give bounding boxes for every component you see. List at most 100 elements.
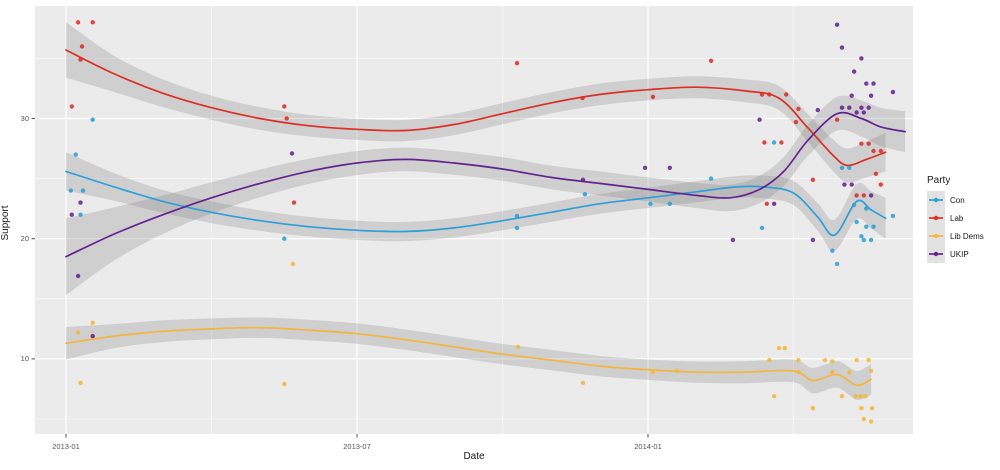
x-tick-label: 2013-01	[52, 442, 80, 451]
scatter-point	[868, 193, 874, 198]
scatter-point	[90, 333, 95, 339]
y-tick-label: 30	[20, 114, 29, 123]
scatter-point	[68, 188, 74, 193]
scatter-point	[771, 394, 777, 399]
scatter-point	[284, 116, 289, 121]
scatter-point	[866, 105, 871, 110]
legend-label-con: Con	[950, 195, 965, 205]
legend-label-lab: Lab	[950, 213, 964, 223]
scatter-point	[282, 236, 287, 241]
panel-background	[35, 6, 913, 434]
scatter-point	[854, 193, 859, 198]
scatter-point	[759, 225, 765, 231]
scatter-point	[868, 237, 874, 243]
points-con	[68, 117, 896, 267]
legend: Party Con Lab Lib Dems UKIP	[927, 175, 984, 263]
scatter-point	[851, 69, 857, 74]
scatter-point	[847, 369, 852, 375]
scatter-point	[839, 45, 845, 50]
scatter-point	[580, 380, 586, 386]
scatter-point	[834, 117, 840, 122]
confidence-ribbon-lab	[66, 22, 886, 183]
scatter-point	[648, 201, 653, 206]
scatter-point	[822, 357, 828, 363]
scatter-point	[782, 345, 787, 351]
scatter-point	[776, 345, 782, 351]
scatter-point	[810, 406, 816, 411]
scatter-point	[871, 148, 876, 154]
scatter-point	[796, 106, 801, 112]
legend-label-libdems: Lib Dems	[950, 231, 984, 241]
scatter-point	[847, 165, 852, 170]
scatter-point	[810, 177, 816, 182]
scatter-point	[868, 93, 874, 98]
scatter-point	[830, 248, 835, 253]
scatter-point	[767, 92, 772, 97]
scatter-point	[871, 81, 876, 86]
confidence-ribbon-libdems	[66, 317, 872, 400]
scatter-point	[784, 92, 789, 97]
scatter-point	[78, 57, 83, 62]
data-layer	[65, 20, 906, 424]
scatter-point	[708, 176, 714, 181]
scatter-point	[771, 201, 777, 206]
legend-key-ukip	[927, 245, 945, 263]
legend-item-lab: Lab	[927, 209, 984, 227]
scatter-point	[90, 20, 95, 25]
points-ukip	[69, 22, 896, 339]
scatter-point	[642, 165, 648, 170]
scatter-point	[859, 234, 864, 239]
scatter-point	[291, 200, 297, 205]
scatter-point	[708, 58, 714, 63]
scatter-point	[864, 206, 869, 211]
scatter-point	[796, 357, 801, 363]
scatter-point	[890, 89, 896, 95]
scatter-point	[868, 368, 874, 374]
scatter-point	[851, 202, 857, 208]
scatter-point	[859, 105, 864, 110]
scatter-point	[75, 330, 81, 335]
scatter-point	[815, 107, 820, 113]
legend-label-ukip: UKIP	[950, 249, 969, 259]
y-tick-label: 10	[20, 354, 29, 364]
legend-item-libdems: Lib Dems	[927, 227, 984, 245]
scatter-point	[861, 110, 866, 115]
scatter-point	[866, 357, 871, 363]
scatter-point	[854, 110, 859, 115]
confidence-ribbon-con	[66, 152, 886, 251]
legend-title: Party	[927, 175, 951, 186]
scatter-point	[650, 94, 656, 100]
scatter-point	[854, 357, 859, 363]
scatter-point	[515, 344, 521, 350]
scatter-point	[796, 369, 801, 375]
legend-key-con	[927, 191, 945, 209]
x-tick-label: 2014-01	[634, 442, 662, 451]
x-axis-title: Date	[463, 451, 485, 462]
smooth-line-ukip	[65, 111, 906, 258]
y-tick-label: 20	[20, 234, 29, 244]
scatter-point	[861, 193, 866, 198]
scatter-point	[854, 219, 859, 225]
scatter-point	[859, 56, 864, 61]
scatter-point	[864, 224, 869, 229]
scatter-point	[839, 394, 845, 399]
scatter-point	[78, 380, 83, 386]
points-lab	[69, 20, 883, 206]
legend-key-libdems	[927, 227, 945, 245]
scatter-point	[282, 381, 287, 387]
scatter-point	[580, 95, 585, 101]
scatter-point	[75, 273, 81, 279]
scatter-point	[793, 119, 799, 125]
scatter-point	[834, 261, 840, 267]
axis-tick-marks	[31, 118, 649, 438]
scatter-point	[842, 182, 847, 187]
scatter-point	[79, 44, 85, 49]
scatter-point	[514, 213, 520, 219]
smooth-line-con	[65, 170, 887, 237]
y-axis-title: Support	[0, 205, 11, 241]
scatter-point	[873, 171, 879, 176]
scatter-point	[289, 151, 295, 156]
scatter-point	[762, 140, 767, 145]
scatter-point	[759, 92, 765, 97]
